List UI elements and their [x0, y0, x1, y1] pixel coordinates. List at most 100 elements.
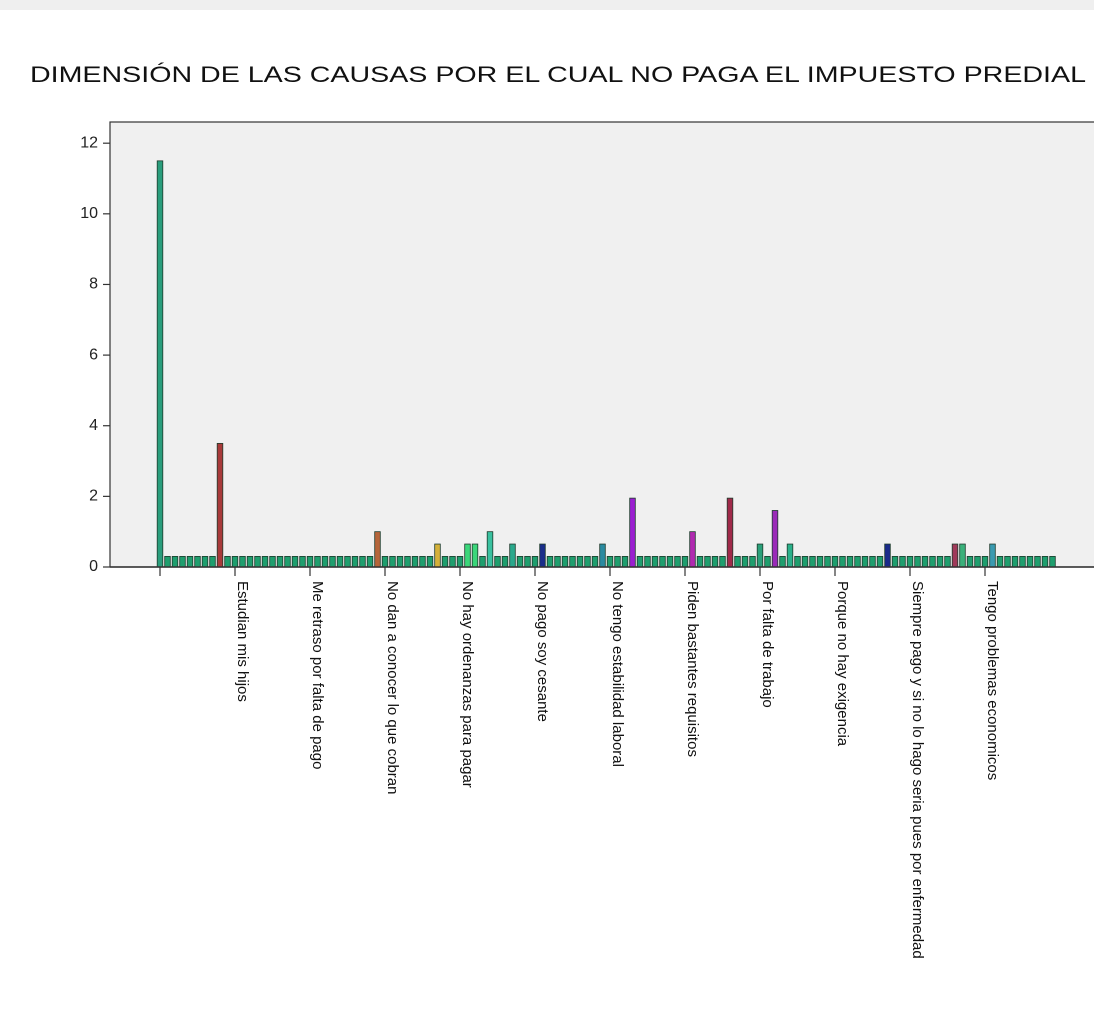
bar	[816, 556, 824, 568]
chart-title: DIMENSIÓN DE LAS CAUSAS POR EL CUAL NO P…	[30, 62, 1086, 87]
bar	[494, 556, 501, 568]
bar	[696, 556, 704, 568]
bar	[156, 160, 164, 568]
bar	[524, 556, 531, 568]
x-tick-label: Siempre pago y si no lo hago seria pues …	[909, 581, 926, 959]
bar	[1004, 556, 1011, 568]
bar	[891, 556, 899, 568]
bar	[726, 497, 734, 568]
bar	[374, 531, 381, 568]
bar	[989, 543, 996, 568]
bar	[1049, 556, 1056, 568]
bar	[224, 556, 231, 568]
x-tick-label: Porque no hay exigencia	[834, 581, 851, 747]
y-tick-label: 0	[89, 558, 98, 575]
bar	[711, 556, 719, 568]
bar	[456, 556, 464, 568]
bar	[479, 556, 486, 568]
bar	[981, 556, 989, 568]
bar	[666, 556, 674, 568]
bar	[404, 556, 411, 568]
bar	[644, 556, 651, 568]
bar	[441, 556, 449, 568]
bar	[719, 556, 726, 568]
bar	[269, 556, 276, 568]
bar	[561, 556, 569, 568]
bar	[584, 556, 591, 568]
bar	[636, 556, 644, 568]
bar	[846, 556, 854, 568]
bar	[854, 556, 861, 568]
bar	[351, 556, 359, 568]
bar	[576, 556, 584, 568]
bar	[284, 556, 291, 568]
bar	[449, 556, 456, 568]
bar	[254, 556, 261, 568]
bar	[936, 556, 944, 568]
bar	[396, 556, 404, 568]
bar	[704, 556, 711, 568]
bar	[486, 531, 494, 568]
bar	[1026, 556, 1034, 568]
top-band	[0, 0, 1094, 10]
bar	[1011, 556, 1019, 568]
bar	[509, 543, 516, 568]
bar	[164, 556, 171, 568]
y-tick-label: 6	[89, 346, 98, 363]
bar	[621, 556, 629, 568]
bar	[569, 556, 576, 568]
bar	[359, 556, 366, 568]
bar	[951, 543, 959, 568]
bar	[216, 442, 224, 568]
bar	[674, 556, 681, 568]
bar	[179, 556, 186, 568]
bar	[786, 543, 794, 568]
bar	[861, 556, 869, 568]
bar	[659, 556, 666, 568]
x-tick-label: Piden bastantes requisitos	[684, 581, 701, 757]
bar	[959, 543, 966, 568]
bar	[329, 556, 336, 568]
bar	[929, 556, 936, 568]
x-tick-label: Me retraso por falta de pago	[309, 581, 326, 769]
bar	[689, 531, 696, 568]
y-tick-label: 12	[80, 134, 98, 151]
x-tick-label: No pago soy cesante	[534, 581, 551, 722]
bar	[1034, 556, 1041, 568]
bar	[231, 556, 239, 568]
y-tick-label: 8	[89, 276, 98, 293]
bar	[516, 556, 524, 568]
bar	[546, 556, 554, 568]
bar	[426, 556, 434, 568]
y-tick-label: 2	[89, 488, 98, 505]
bar	[749, 556, 756, 568]
bar	[809, 556, 816, 568]
bar	[591, 556, 599, 568]
bar	[321, 556, 329, 568]
bar	[921, 556, 929, 568]
bar	[966, 556, 974, 568]
bar	[464, 543, 471, 568]
bar	[299, 556, 306, 568]
bar	[344, 556, 351, 568]
bar	[599, 543, 606, 568]
bar	[801, 556, 809, 568]
bar	[1041, 556, 1049, 568]
bar	[366, 556, 374, 568]
bar	[876, 556, 884, 568]
bar	[419, 556, 426, 568]
x-tick-label: No tengo estabilidad laboral	[609, 581, 626, 767]
bar	[869, 556, 876, 568]
plot-area	[109, 121, 1094, 568]
bar	[681, 556, 689, 568]
bar	[794, 556, 801, 568]
bar	[824, 556, 831, 568]
bar	[554, 556, 561, 568]
bar	[771, 510, 779, 568]
bar	[651, 556, 659, 568]
x-tick-label: Por falta de trabajo	[759, 581, 776, 708]
bar	[389, 556, 396, 568]
bar	[539, 543, 546, 568]
bar	[186, 556, 194, 568]
